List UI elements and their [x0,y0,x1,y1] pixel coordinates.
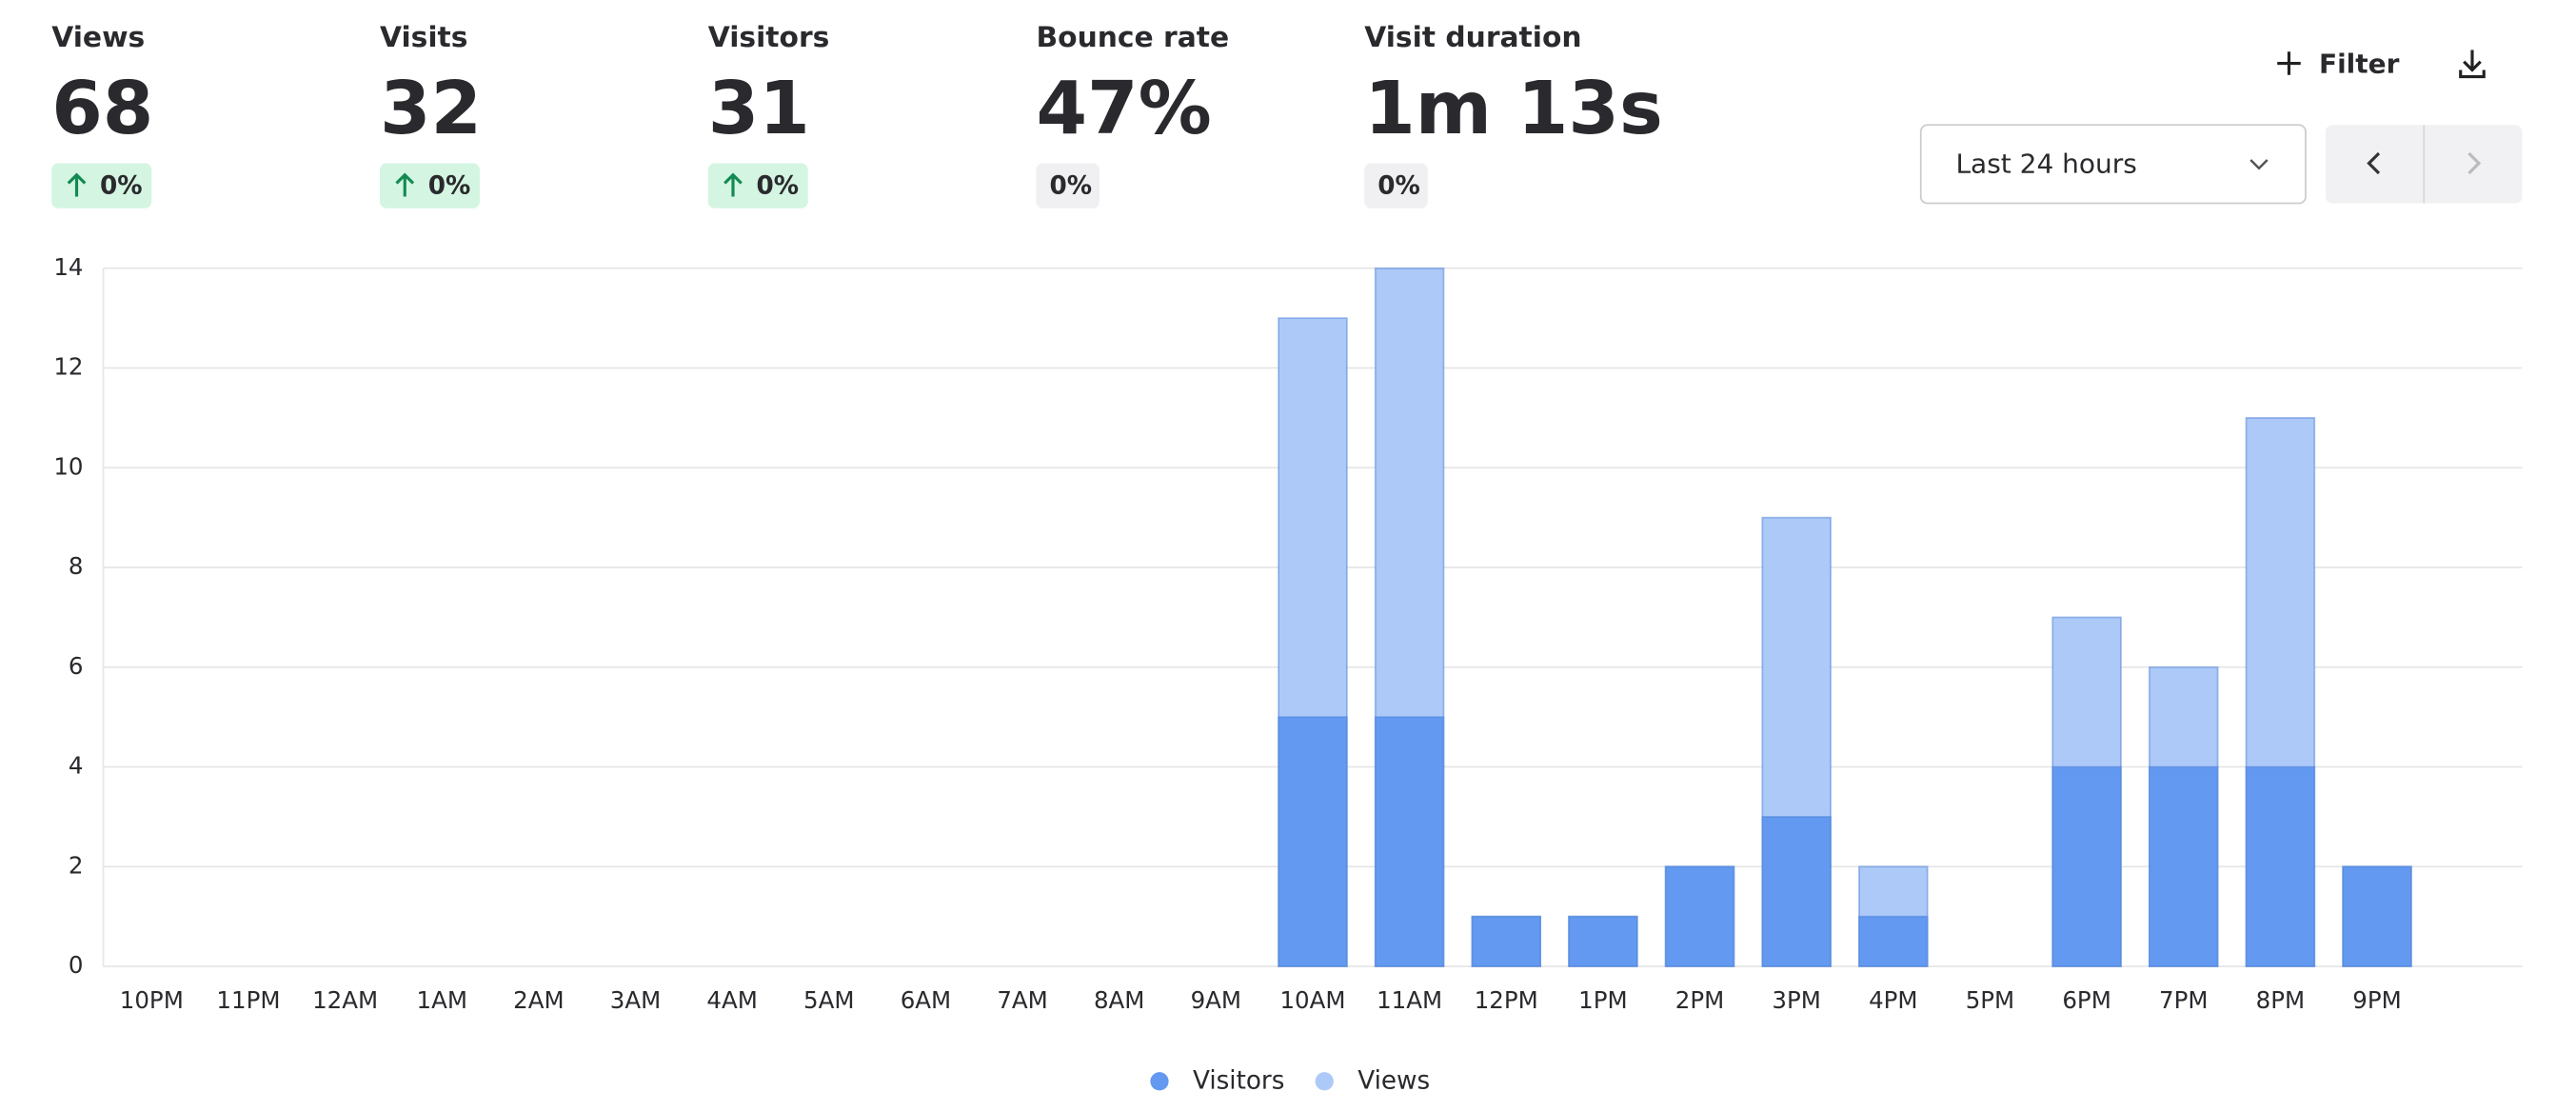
stat-value: 47% [1036,67,1211,151]
x-tick-label: 10PM [120,986,184,1014]
x-tick-label: 11PM [216,986,280,1014]
legend-marker [1150,1072,1169,1091]
stat-value: 32 [380,67,482,151]
bar [1374,716,1445,967]
period-select[interactable]: Last 24 hours [1919,124,2307,205]
stat-label: Visits [380,21,467,54]
x-tick-label: 4AM [706,986,757,1014]
stat-label: Bounce rate [1036,21,1229,54]
legend-label: Views [1357,1066,1430,1095]
stat-value: 1m 13s [1364,67,1663,151]
x-tick-label: 7AM [997,986,1047,1014]
x-tick-label: 8AM [1094,986,1144,1014]
y-tick-label: 2 [69,851,84,879]
bar [1858,915,1929,967]
y-tick-label: 8 [69,552,84,580]
x-tick-label: 3PM [1772,986,1820,1014]
x-tick-label: 1PM [1578,986,1627,1014]
y-tick-label: 0 [69,951,84,979]
x-tick-label: 4PM [1869,986,1917,1014]
plus-icon [2277,51,2301,75]
filter-label: Filter [2319,48,2400,79]
select-box [1919,124,2307,205]
y-tick-label: 12 [53,353,83,381]
bar [1278,716,1348,967]
chevron-down [2249,159,2269,170]
change-text: 0% [428,172,471,201]
change-text: 0% [100,172,143,201]
legend-label: Visitors [1193,1066,1284,1095]
legend-marker [1315,1072,1334,1091]
bar [2342,865,2412,967]
y-tick-label: 14 [53,253,83,281]
change-text: 0% [1377,172,1420,201]
change-badge [1036,163,1100,208]
download-button[interactable] [2459,50,2486,79]
y-tick-label: 10 [53,452,83,480]
x-tick-label: 3AM [610,986,661,1014]
next-button[interactable] [2467,151,2482,175]
x-tick-label: 5AM [803,986,854,1014]
stat-value: 68 [51,67,153,151]
y-tick-label: 4 [69,752,84,780]
x-tick-label: 10AM [1279,986,1345,1014]
x-tick-label: 7PM [2159,986,2208,1014]
x-tick-label: 8PM [2256,986,2305,1014]
x-tick-label: 6AM [901,986,951,1014]
x-tick-label: 12PM [1475,986,1538,1014]
filter-button[interactable]: Filter [2277,48,2400,79]
x-tick-label: 6PM [2062,986,2110,1014]
x-tick-label: 9AM [1191,986,1241,1014]
x-tick-label: 2AM [513,986,564,1014]
bar [2245,765,2316,967]
stat-value: 31 [708,67,810,151]
x-tick-label: 5PM [1966,986,2014,1014]
change-text: 0% [1049,172,1092,201]
arrow-up [723,172,743,197]
change-badge [1364,163,1428,208]
x-tick-label: 1AM [417,986,467,1014]
arrow-up [395,172,415,197]
arrow-up [67,172,87,197]
x-tick-label: 12AM [312,986,378,1014]
x-tick-label: 11AM [1377,986,1442,1014]
change-text: 0% [756,172,799,201]
x-tick-label: 9PM [2352,986,2401,1014]
bar [1471,915,1542,967]
bar [1761,816,1832,967]
prev-button[interactable] [2367,151,2381,175]
stat-label: Visitors [708,21,830,54]
download-icon [2459,50,2486,79]
bar [1568,915,1638,967]
stat-label: Visit duration [1364,21,1581,54]
stat-label: Views [51,21,145,54]
period-label: Last 24 hours [1955,148,2136,179]
bar [2148,765,2219,967]
y-tick-label: 6 [69,652,84,680]
bar [1664,865,1735,967]
x-tick-label: 2PM [1675,986,1724,1014]
bar [2051,765,2122,967]
